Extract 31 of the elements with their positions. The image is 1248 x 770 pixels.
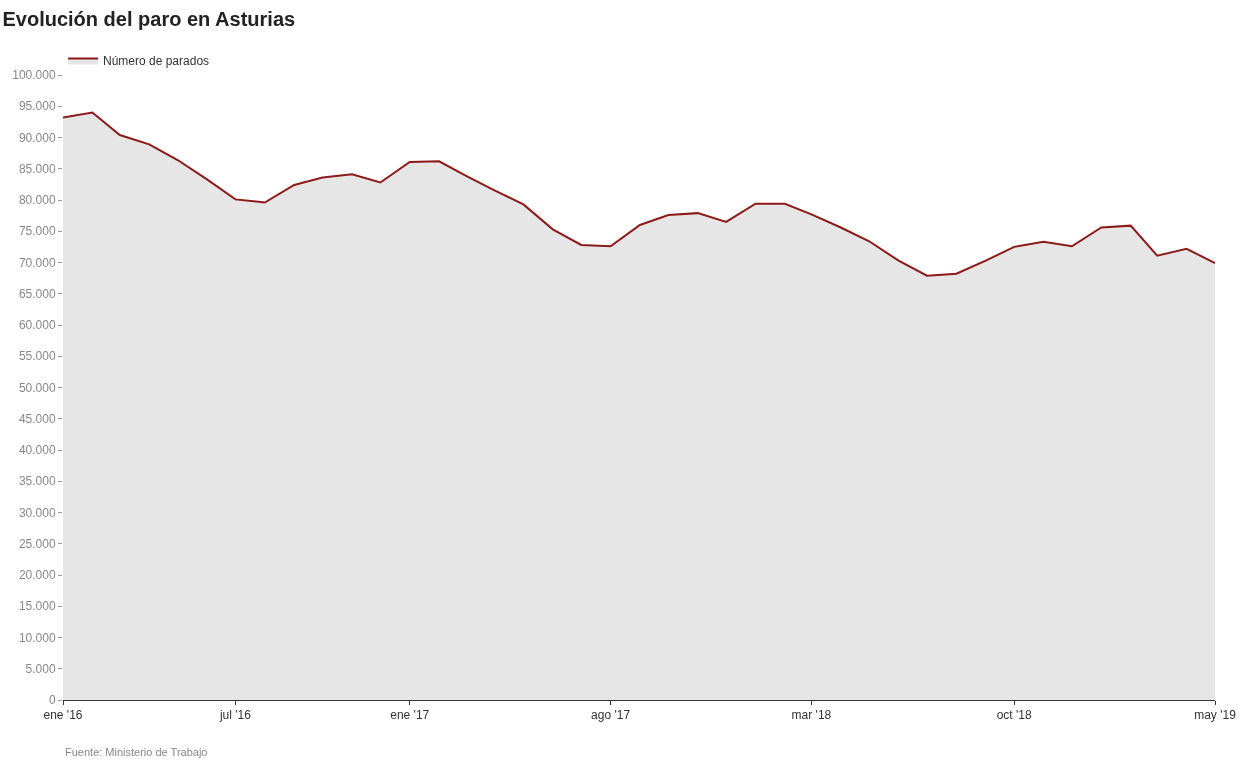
y-tick-label: 10.000: [18, 630, 56, 645]
y-tick-label: 90.000: [18, 130, 56, 145]
y-tick-label: 30.000: [18, 505, 56, 520]
y-tick-label: 0: [48, 693, 56, 708]
y-tick-label: 65.000: [18, 286, 56, 301]
y-tick-label: 100.000: [12, 68, 56, 83]
y-tick-label: 45.000: [18, 411, 56, 426]
y-tick-label: 20.000: [18, 568, 56, 583]
y-tick-label: 85.000: [18, 161, 56, 176]
y-tick-label: 50.000: [18, 380, 56, 395]
y-tick-label: 40.000: [18, 443, 56, 458]
y-tick-label: 35.000: [18, 474, 56, 489]
y-tick-label: 75.000: [18, 224, 56, 239]
y-tick-label: 15.000: [18, 599, 56, 614]
y-tick-label: 70.000: [18, 255, 56, 270]
y-tick-label: 95.000: [18, 99, 56, 114]
y-tick-label: 60.000: [18, 318, 56, 333]
legend-label: Número de parados: [103, 54, 210, 69]
x-tick-label: oct '18: [996, 708, 1032, 723]
x-tick-label: ene '17: [390, 708, 430, 723]
x-tick-label: may '19: [1194, 708, 1237, 723]
source-note: Fuente: Ministerio de Trabajo: [65, 746, 208, 758]
x-tick-label: ago '17: [591, 708, 631, 723]
x-tick-label: mar '18: [791, 708, 832, 723]
y-tick-label: 5.000: [25, 661, 56, 676]
y-tick-label: 80.000: [18, 193, 56, 208]
chart-title: Evolución del paro en Asturias: [2, 7, 296, 30]
y-tick-label: 25.000: [18, 536, 56, 551]
x-tick-label: ene '16: [43, 708, 83, 723]
x-tick-label: jul '16: [218, 708, 252, 723]
y-tick-label: 55.000: [18, 349, 56, 364]
